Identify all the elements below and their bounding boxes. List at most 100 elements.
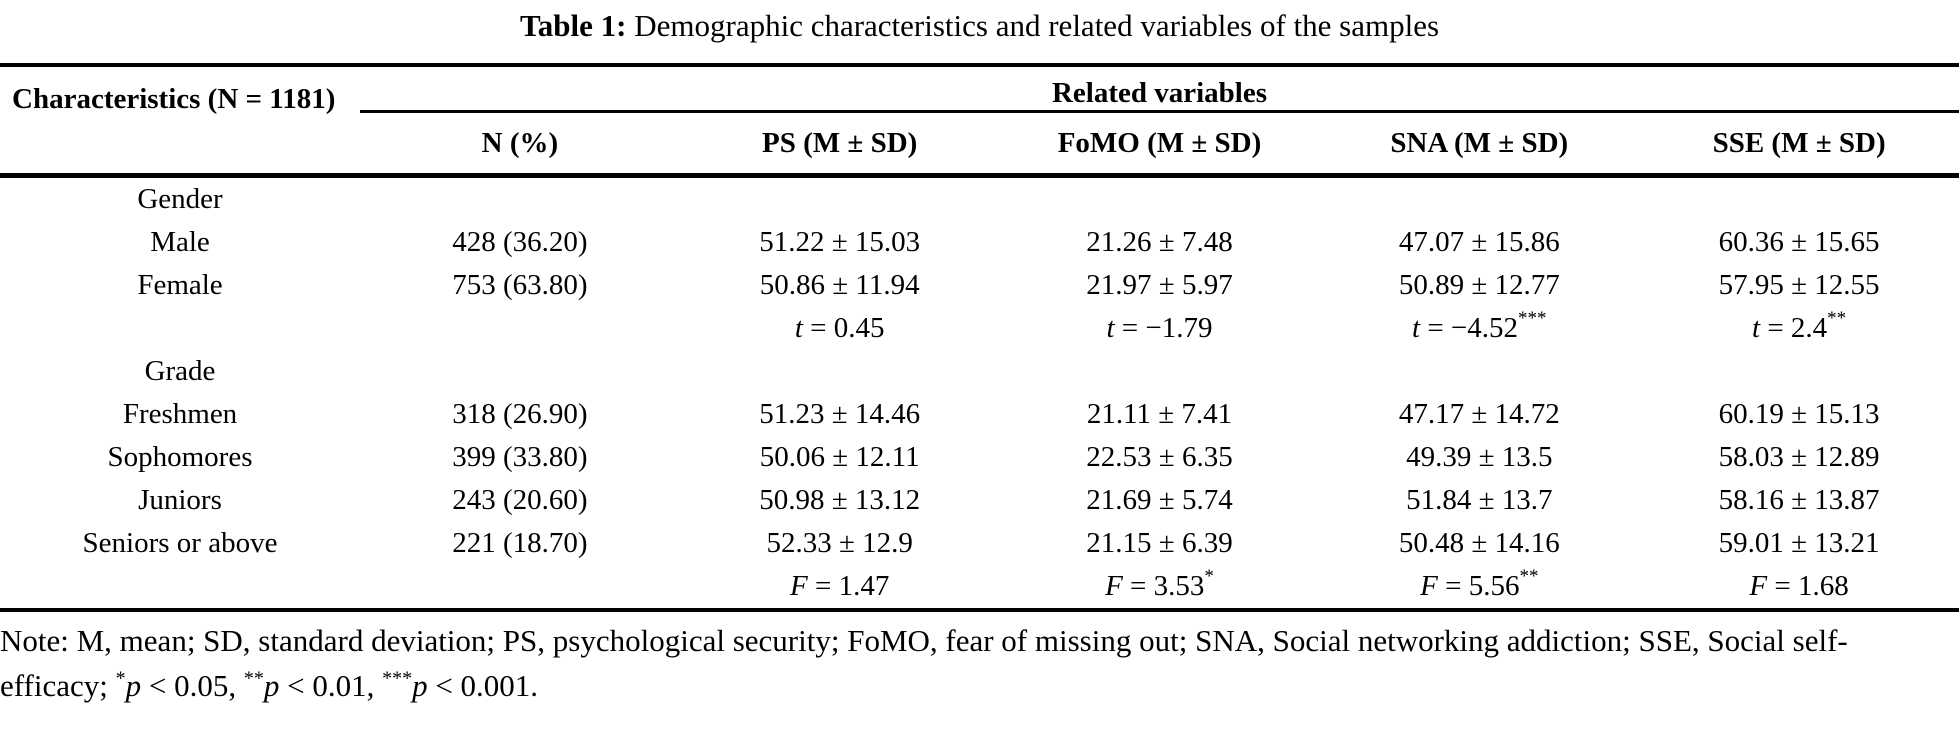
related-variables-header: Related variables — [360, 65, 1959, 113]
value-cell: 50.86 ± 11.94 — [759, 269, 920, 301]
value-cell: 221 (18.70) — [452, 527, 588, 559]
table-row-gender: Gender — [0, 176, 1959, 222]
value-cell — [360, 307, 680, 350]
value-cell — [360, 565, 680, 610]
row-label: Male — [150, 226, 210, 258]
value-cell: 318 (26.90) — [452, 398, 588, 430]
significance-stars: ** — [1827, 308, 1847, 330]
row-label: Freshmen — [122, 398, 238, 430]
value-cell — [360, 350, 680, 393]
value-cell: t = −4.52*** — [1412, 308, 1547, 344]
row-label: Gender — [137, 183, 223, 215]
value-cell — [680, 350, 1000, 393]
header-row-top: Characteristics (N = 1181) Related varia… — [0, 65, 1959, 178]
value-cell: t = 2.4** — [1752, 308, 1847, 344]
significance-stars: * — [115, 667, 126, 690]
p-value-symbol: p — [412, 668, 428, 703]
value-cell: 47.07 ± 15.86 — [1398, 226, 1560, 258]
value-cell: 59.01 ± 13.21 — [1718, 527, 1880, 559]
row-label: Juniors — [138, 484, 222, 516]
p-value-symbol: p — [263, 668, 280, 703]
value-cell — [360, 176, 680, 222]
value-cell: 50.06 ± 12.11 — [759, 441, 920, 473]
value-cell: 60.36 ± 15.65 — [1718, 226, 1880, 258]
table-row-stat: t = 0.45 t = −1.79 t = −4.52*** t = 2.4** — [0, 307, 1959, 350]
table-caption: Demographic characteristics and related … — [626, 8, 1440, 43]
column-header: PS (M ± SD) — [679, 111, 1000, 178]
value-cell: 49.39 ± 13.5 — [1406, 441, 1553, 473]
table-row-sophomores: Sophomores 399 (33.80) 50.06 ± 12.11 22.53 … — [0, 436, 1959, 479]
value-cell: 58.16 ± 13.87 — [1718, 484, 1880, 516]
value-cell: F = 3.53* — [1105, 566, 1214, 602]
stat-letter: t — [1412, 312, 1421, 344]
value-cell — [680, 176, 1000, 222]
stat-letter: F — [1105, 570, 1123, 602]
column-header: N (%) — [360, 111, 680, 178]
value-cell: 50.89 ± 12.77 — [1398, 269, 1560, 301]
value-cell: 753 (63.80) — [452, 269, 588, 301]
stat-letter: t — [1106, 312, 1115, 344]
value-cell: 60.19 ± 15.13 — [1718, 398, 1880, 430]
significance-stars: *** — [1518, 308, 1547, 330]
value-cell: 21.97 ± 5.97 — [1086, 269, 1233, 301]
table-row-stat: F = 1.47 F = 3.53* F = 5.56** F = 1.68 — [0, 565, 1959, 610]
value-cell: 50.48 ± 14.16 — [1398, 527, 1560, 559]
value-cell: F = 1.47 — [790, 570, 890, 602]
demographics-table: Characteristics (N = 1181) Related varia… — [0, 63, 1959, 612]
row-label: Sophomores — [107, 441, 253, 473]
stat-letter: F — [1749, 570, 1768, 602]
value-cell: 21.11 ± 7.41 — [1086, 398, 1233, 430]
value-cell: 21.26 ± 7.48 — [1086, 226, 1233, 258]
row-label — [0, 307, 360, 350]
value-cell — [1319, 176, 1639, 222]
stat-letter: t — [794, 312, 803, 344]
value-cell: t = −1.79 — [1106, 312, 1213, 344]
value-cell: 57.95 ± 12.55 — [1718, 269, 1880, 301]
table-note: Note: M, mean; SD, standard deviation; P… — [0, 623, 1848, 703]
stat-letter: F — [1420, 570, 1438, 602]
value-cell: 51.84 ± 13.7 — [1406, 484, 1553, 516]
table-head: Characteristics (N = 1181) Related varia… — [0, 65, 1959, 178]
table-title: Table 1: Demographic characteristics and… — [0, 0, 1959, 63]
value-cell — [1639, 176, 1959, 222]
stat-letter: t — [1752, 312, 1761, 344]
table-row-female: Female 753 (63.80) 50.86 ± 11.94 21.97 ± 5.… — [0, 264, 1959, 307]
significance-stars: * — [1204, 566, 1214, 588]
value-cell: 21.69 ± 5.74 — [1086, 484, 1233, 516]
value-cell: 243 (20.60) — [452, 484, 588, 516]
stat-letter: F — [790, 570, 808, 602]
value-cell: 58.03 ± 12.89 — [1718, 441, 1880, 473]
significance-stars: ** — [243, 667, 264, 690]
value-cell: 51.22 ± 15.03 — [759, 226, 921, 258]
value-cell: 52.33 ± 12.9 — [766, 527, 913, 559]
value-cell: F = 5.56** — [1420, 566, 1539, 602]
column-header: SSE (M ± SD) — [1639, 111, 1959, 178]
table-row-grade: Grade — [0, 350, 1959, 393]
characteristics-header: Characteristics (N = 1181) — [0, 65, 360, 178]
value-cell — [1639, 350, 1959, 393]
significance-stars: *** — [382, 667, 413, 690]
value-cell: 51.23 ± 14.46 — [759, 398, 921, 430]
value-cell: 47.17 ± 14.72 — [1398, 398, 1560, 430]
column-header: SNA (M ± SD) — [1319, 111, 1640, 178]
value-cell: F = 1.68 — [1749, 570, 1849, 602]
value-cell: 428 (36.20) — [452, 226, 588, 258]
significance-stars: ** — [1519, 566, 1539, 588]
header-row-columns: N (%) PS (M ± SD) FoMO (M ± SD) SNA (M ± SD… — [0, 111, 1959, 178]
value-cell — [1000, 176, 1320, 222]
table-row-freshmen: Freshmen 318 (26.90) 51.23 ± 14.46 21.11 ± … — [0, 393, 1959, 436]
value-cell: 21.15 ± 6.39 — [1086, 527, 1233, 559]
table-row-male: Male 428 (36.20) 51.22 ± 15.03 21.26 ± 7.48… — [0, 221, 1959, 264]
row-label: Seniors or above — [82, 527, 278, 559]
value-cell — [1000, 350, 1320, 393]
value-cell: 399 (33.80) — [452, 441, 588, 473]
table-row-seniors-or-above: Seniors or above 221 (18.70) 52.33 ± 12.9 2… — [0, 522, 1959, 565]
row-label — [0, 565, 360, 610]
table-row-juniors: Juniors 243 (20.60) 50.98 ± 13.12 21.69 ± 5… — [0, 479, 1959, 522]
row-label: Female — [137, 269, 223, 301]
column-header: FoMO (M ± SD) — [999, 111, 1320, 178]
value-cell: 50.98 ± 13.12 — [759, 484, 921, 516]
value-cell — [1319, 350, 1639, 393]
value-cell: t = 0.45 — [794, 312, 885, 344]
